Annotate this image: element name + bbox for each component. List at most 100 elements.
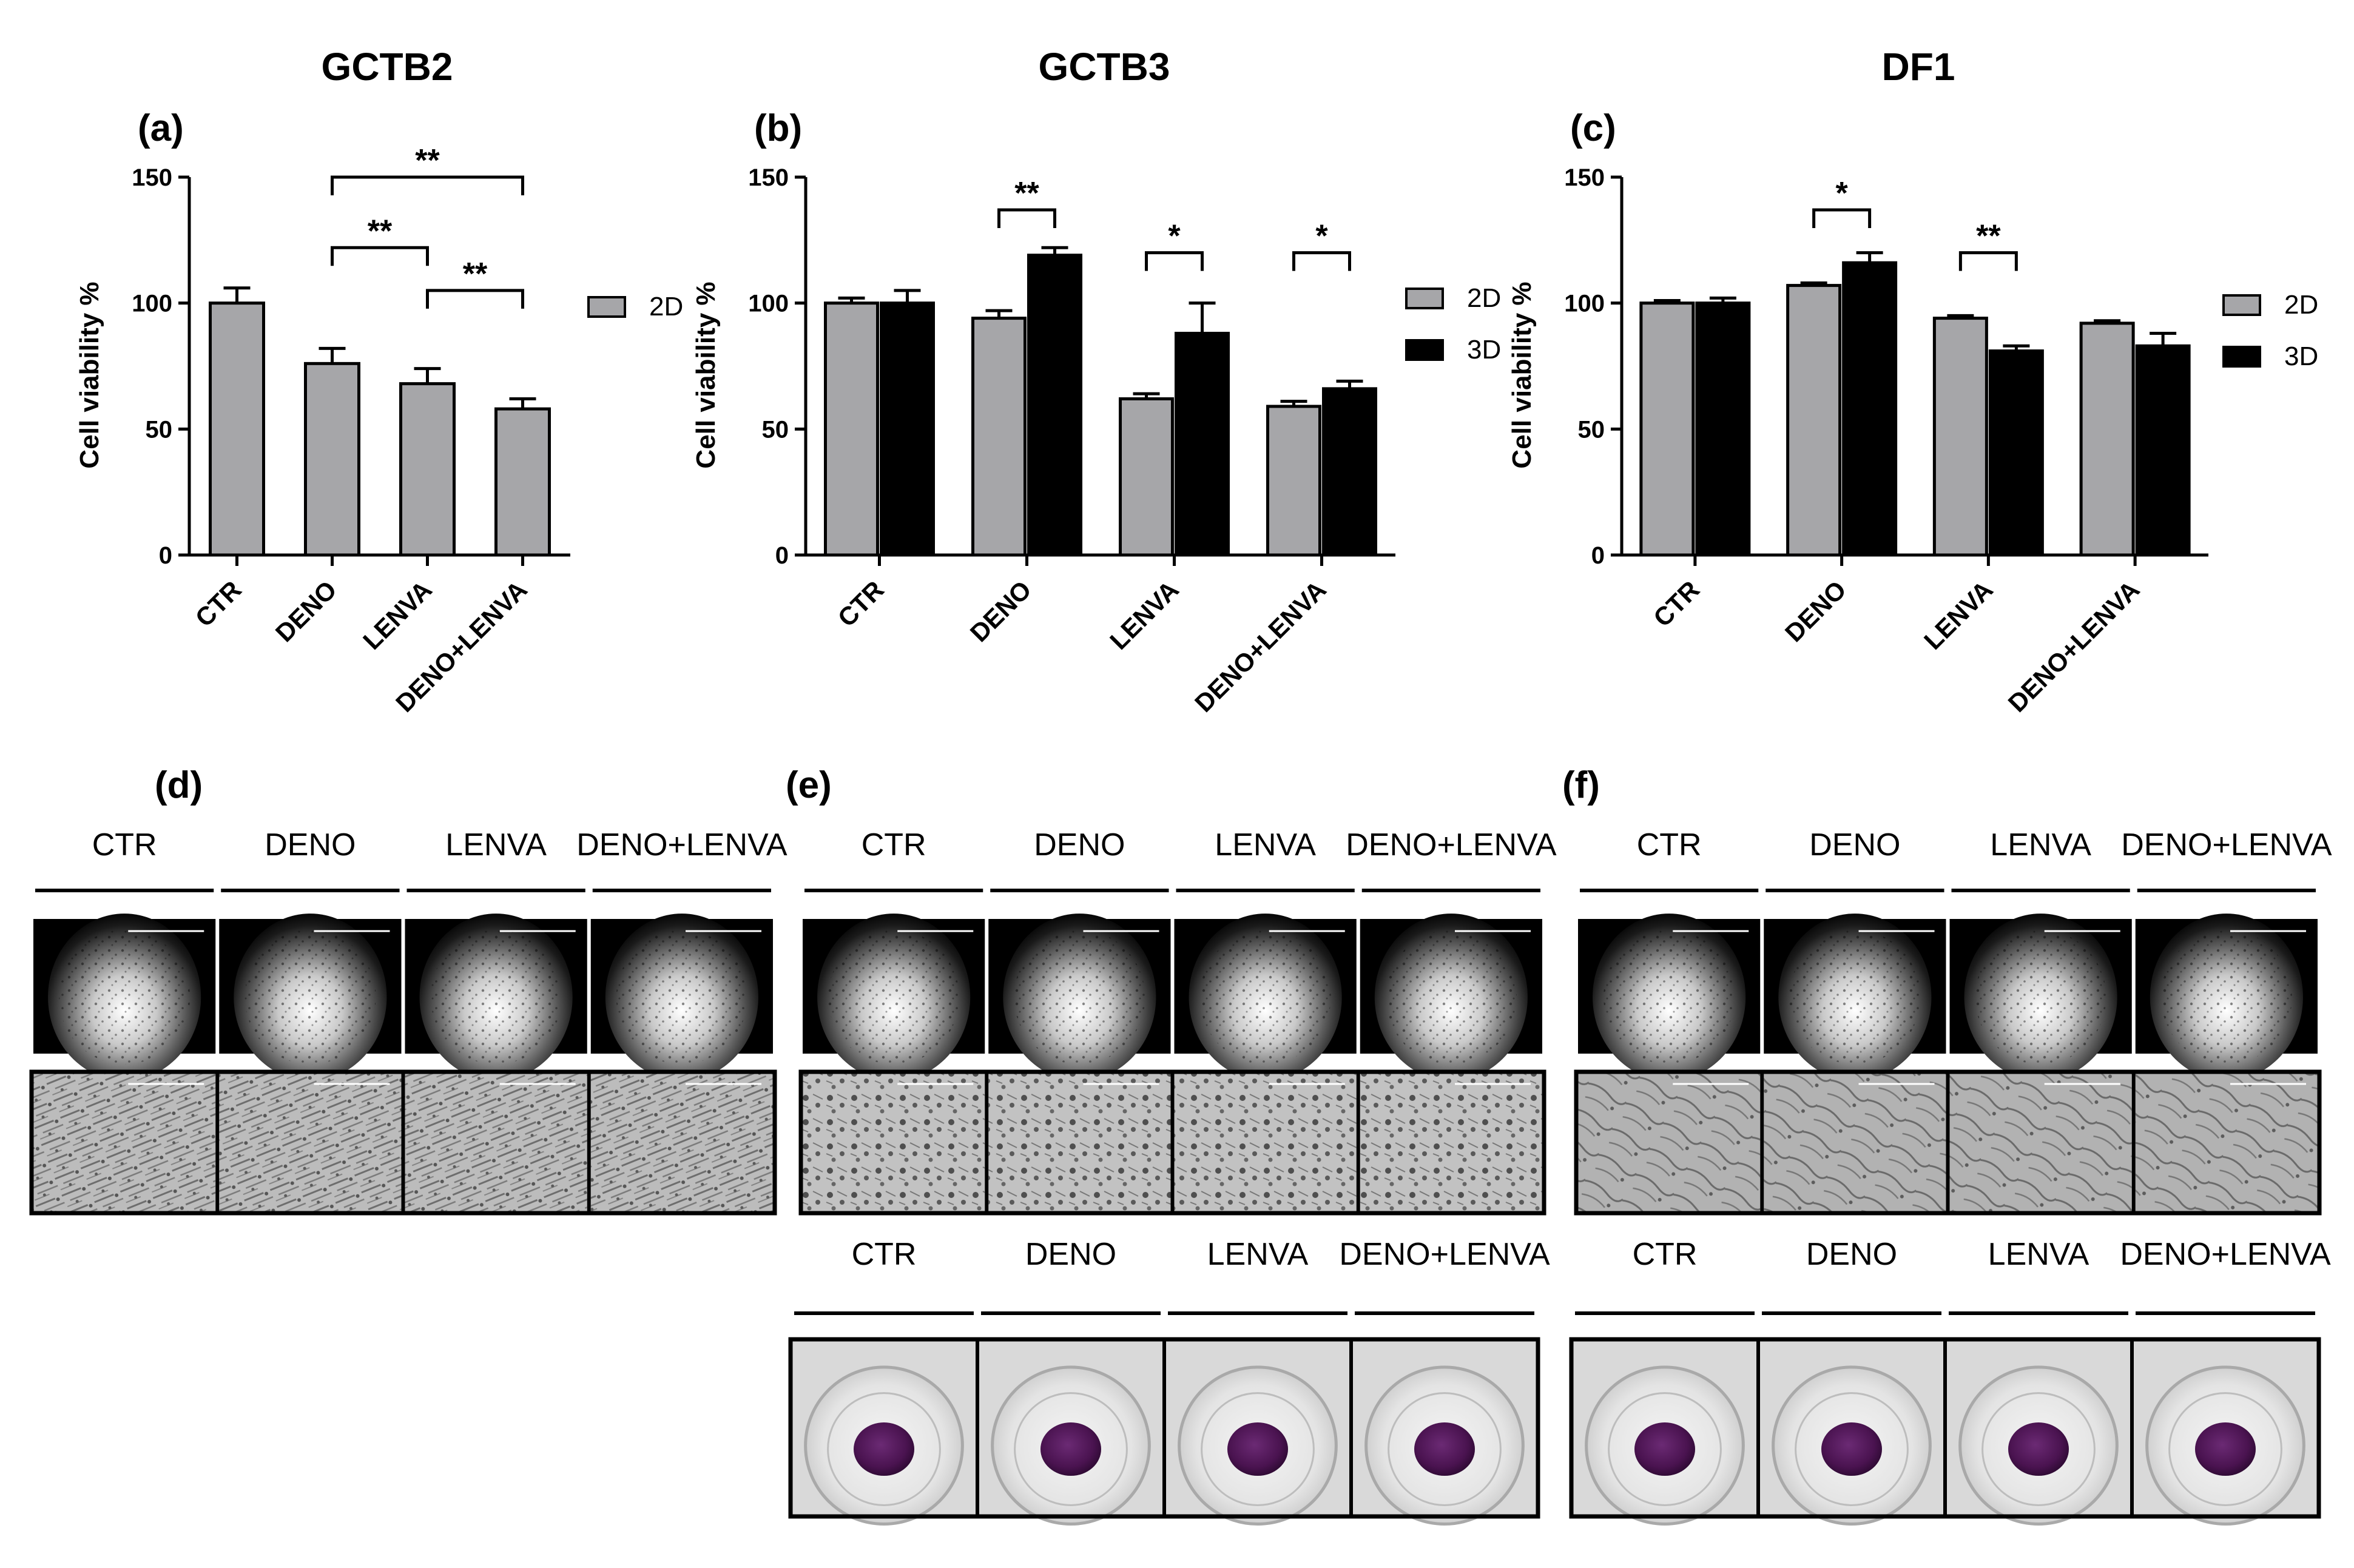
- column-header: DENO+LENVA: [2120, 1237, 2331, 1272]
- x-tick-label: LENVA: [357, 575, 437, 655]
- brightfield-image: [1360, 1072, 1542, 1213]
- bar: [1786, 284, 1842, 557]
- spheroid: [1821, 1422, 1882, 1476]
- well-inner-ring: [1014, 1392, 1128, 1506]
- well-inner-ring: [1388, 1392, 1502, 1506]
- image-panel-d: (d) CTR DENO LENVA DENO+LENVA: [29, 764, 787, 1216]
- panel-label: (c): [1570, 107, 1616, 149]
- y-tick-label: 0: [159, 542, 172, 569]
- y-axis-label: Cell viability %: [1507, 281, 1537, 468]
- fluorescence-cells: [828, 929, 960, 1065]
- column-header: DENO+LENVA: [1339, 1237, 1550, 1272]
- bar: [209, 301, 265, 557]
- bar: [880, 301, 935, 557]
- column-header: DENO: [1809, 827, 1900, 863]
- bar: [824, 301, 879, 557]
- x-tick-label: DENO: [965, 575, 1037, 647]
- legend-swatch: [1405, 339, 1444, 361]
- column-header: LENVA: [1988, 1237, 2089, 1272]
- bar: [1266, 405, 1321, 557]
- y-tick-label: 100: [132, 291, 172, 317]
- column-header: DENO+LENVA: [576, 827, 787, 863]
- x-tick-label: DENO: [270, 575, 342, 647]
- significance-label: **: [415, 143, 440, 178]
- y-tick-label: 50: [146, 416, 173, 443]
- fluorescence-cells: [1789, 929, 1921, 1065]
- y-tick-label: 150: [1564, 164, 1605, 191]
- brightfield-image: [2135, 1072, 2318, 1213]
- panel-label: (d): [155, 764, 203, 806]
- spheroid: [1634, 1422, 1695, 1476]
- significance-bracket: [1812, 208, 1872, 228]
- fluorescence-cells: [1199, 929, 1331, 1065]
- column-header: DENO: [1034, 827, 1125, 863]
- bar: [304, 362, 360, 557]
- bar: [1988, 349, 2044, 557]
- legend-swatch: [587, 296, 626, 318]
- column-header: DENO: [265, 827, 356, 863]
- bar: [494, 407, 551, 557]
- brightfield-image: [1174, 1072, 1357, 1213]
- column-header: CTR: [852, 1237, 917, 1272]
- brightfield-image: [1578, 1072, 1761, 1213]
- significance-label: *: [1315, 219, 1328, 254]
- brightfield-image: [1949, 1072, 2132, 1213]
- chart-title: DF1: [1882, 45, 1955, 89]
- y-tick-label: 100: [1564, 291, 1605, 317]
- column-header: LENVA: [1990, 827, 2091, 863]
- panel-label: (f): [1562, 764, 1600, 806]
- bar: [1842, 261, 1898, 557]
- well-inner-ring: [1201, 1392, 1315, 1506]
- column-header: DENO: [1025, 1237, 1116, 1272]
- brightfield-image: [1764, 1072, 1946, 1213]
- column-header: LENVA: [1215, 827, 1316, 863]
- significance-bracket: [331, 175, 524, 195]
- legend-label: 3D: [2284, 342, 2318, 371]
- bar: [1175, 332, 1230, 557]
- spheroid: [2008, 1422, 2069, 1476]
- significance-label: **: [1014, 176, 1039, 211]
- x-tick-label: DENO+LENVA: [1189, 575, 1332, 718]
- legend-swatch: [2222, 294, 2261, 316]
- y-tick-label: 150: [132, 164, 172, 191]
- y-axis-label: Cell viability %: [75, 281, 104, 468]
- x-tick-label: CTR: [1648, 575, 1705, 632]
- x-tick-label: DENO+LENVA: [2003, 575, 2145, 718]
- fluorescence-cells: [616, 929, 747, 1065]
- chart-gctb2: GCTB2 (a) 0 50 100 150 Cell viability % CTR DENO…: [75, 45, 683, 718]
- bar: [971, 317, 1027, 557]
- column-header: CTR: [1633, 1237, 1698, 1272]
- brightfield-image: [219, 1072, 402, 1213]
- y-tick-label: 100: [748, 291, 789, 317]
- x-tick-label: LENVA: [1104, 575, 1184, 655]
- chart-gctb3: GCTB3 (b) 0 50 100 150 Cell viability % CTR DENO…: [691, 45, 1501, 718]
- y-axis-label: Cell viability %: [691, 281, 721, 468]
- well-inner-ring: [1795, 1392, 1909, 1506]
- significance-bracket: [426, 289, 524, 309]
- column-header: LENVA: [1207, 1237, 1309, 1272]
- significance-bracket: [1958, 251, 2018, 271]
- chart-df1: DF1 (c) 0 50 100 150 Cell viability % CTR DENO LE…: [1507, 45, 2318, 718]
- y-tick-label: 50: [762, 416, 789, 443]
- fluorescence-cells: [245, 929, 376, 1065]
- column-header: CTR: [92, 827, 157, 863]
- well-inner-ring: [827, 1392, 941, 1506]
- bar: [1119, 397, 1174, 557]
- x-tick-label: LENVA: [1918, 575, 1998, 655]
- spheroid: [1227, 1422, 1288, 1476]
- bar: [1322, 387, 1377, 557]
- brightfield-image: [405, 1072, 587, 1213]
- spheroid: [2195, 1422, 2256, 1476]
- significance-label: *: [1836, 176, 1849, 211]
- brightfield-image: [988, 1072, 1171, 1213]
- legend-label: 2D: [2284, 290, 2318, 320]
- column-header: CTR: [862, 827, 926, 863]
- spheroid: [854, 1422, 914, 1476]
- significance-bracket: [331, 246, 429, 266]
- x-tick-label: CTR: [832, 575, 889, 632]
- column-header: CTR: [1637, 827, 1702, 863]
- column-header: DENO+LENVA: [2121, 827, 2332, 863]
- significance-label: **: [463, 257, 488, 292]
- legend-swatch: [1405, 288, 1444, 309]
